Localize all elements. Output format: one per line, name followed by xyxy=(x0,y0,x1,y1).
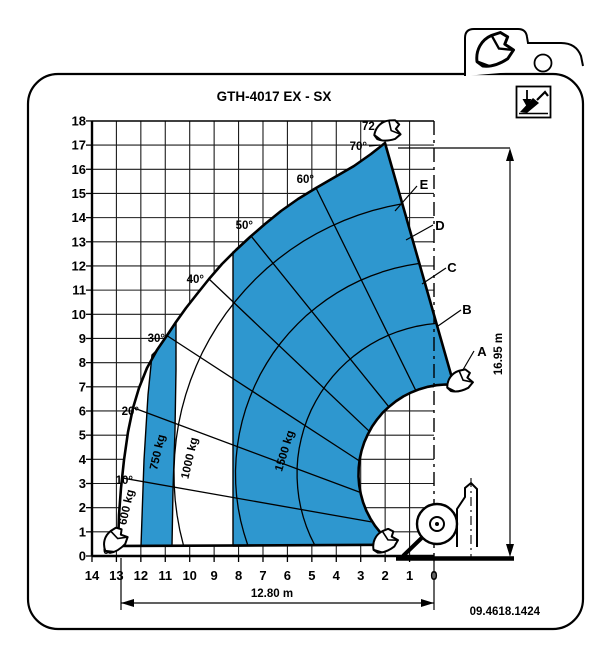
y-tick-label: 3 xyxy=(79,476,86,491)
y-tick-label: 15 xyxy=(72,186,86,201)
x-tick-label: 9 xyxy=(211,568,218,583)
boom-angle-label: 20° xyxy=(122,406,140,418)
height-dimension: 16.95 m xyxy=(398,147,514,557)
y-tick-label: 8 xyxy=(79,355,86,370)
y-tick-label: 0 xyxy=(79,549,86,564)
y-tick-label: 4 xyxy=(79,452,87,467)
x-tick-label: 14 xyxy=(85,568,100,583)
y-tick-label: 5 xyxy=(79,428,86,443)
y-tick-label: 16 xyxy=(72,162,86,177)
y-tick-label: 12 xyxy=(72,258,86,273)
working-envelope xyxy=(116,141,456,548)
y-tick-label: 1 xyxy=(79,524,86,539)
punch-hole-circle xyxy=(533,53,553,73)
machine-glyphs xyxy=(396,478,514,561)
boom-angle-label: 10° xyxy=(116,475,134,487)
chart-title: GTH-4017 EX - SX xyxy=(217,89,332,104)
extension-arc xyxy=(296,322,437,546)
fork-carriage-icon xyxy=(456,481,478,547)
y-tick-label: 11 xyxy=(72,283,86,298)
y-tick-label: 9 xyxy=(79,331,86,346)
boom-angle-line xyxy=(133,407,361,494)
y-tick-label: 2 xyxy=(79,500,86,515)
x-tick-label: 7 xyxy=(259,568,266,583)
part-number: 09.4618.1424 xyxy=(470,606,541,618)
y-tick-label: 6 xyxy=(79,403,86,418)
x-tick-label: 12 xyxy=(134,568,148,583)
extension-arc xyxy=(234,262,420,546)
zone-750kg xyxy=(140,321,177,547)
extension-marker-label: A xyxy=(477,344,487,359)
x-tick-label: 11 xyxy=(158,568,172,583)
x-tick-label: 6 xyxy=(284,568,291,583)
extension-arc xyxy=(173,203,403,546)
x-tick-label: 5 xyxy=(308,568,315,583)
height-dimension-label: 16.95 m xyxy=(493,333,505,375)
extension-marker-label: E xyxy=(420,177,429,192)
extension-leader xyxy=(437,309,462,327)
envelope-outline xyxy=(116,141,456,548)
x-tick-label: 1 xyxy=(406,568,413,583)
boom-angle-label: 30° xyxy=(148,333,166,345)
y-tick-label: 13 xyxy=(72,234,86,249)
extension-marker-label: D xyxy=(435,218,444,233)
x-tick-label: 3 xyxy=(357,568,364,583)
boom-angle-line xyxy=(165,334,360,462)
x-tick-label: 4 xyxy=(333,568,341,583)
y-tick-label: 14 xyxy=(72,210,87,225)
boom-angle-label: 50° xyxy=(236,220,254,232)
x-tick-label: 8 xyxy=(235,568,242,583)
boom-angle-label: 70° xyxy=(350,141,368,153)
y-tick-label: 7 xyxy=(79,379,86,394)
x-tick-label: 10 xyxy=(182,568,196,583)
axes xyxy=(86,120,435,562)
extension-leader xyxy=(394,185,418,212)
boom-angle-line xyxy=(122,477,373,523)
x-tick-label: 2 xyxy=(382,568,389,583)
y-tick-label: 17 xyxy=(72,138,86,153)
extension-leader xyxy=(405,224,434,241)
extension-leader xyxy=(421,267,447,285)
load-placement-icon xyxy=(515,85,552,119)
y-tick-label: 10 xyxy=(72,307,86,322)
reach-dimension-label: 12.80 m xyxy=(251,588,293,600)
x-tick-label: 13 xyxy=(109,568,123,583)
boom-angle-line xyxy=(208,278,370,432)
reach-dimension: 12.80 m xyxy=(120,558,435,610)
angle-leader xyxy=(368,144,381,147)
y-tick-label: 18 xyxy=(72,113,86,128)
boom-angle-line xyxy=(315,187,417,391)
boom-angle-label: 60° xyxy=(297,174,315,186)
wheel-icon xyxy=(415,502,459,546)
boom-angle-line xyxy=(250,235,390,408)
boom-angle-label: 40° xyxy=(187,274,205,286)
page-border xyxy=(26,72,585,631)
extension-marker-label: C xyxy=(447,260,457,275)
extension-marker-label: B xyxy=(462,302,471,317)
